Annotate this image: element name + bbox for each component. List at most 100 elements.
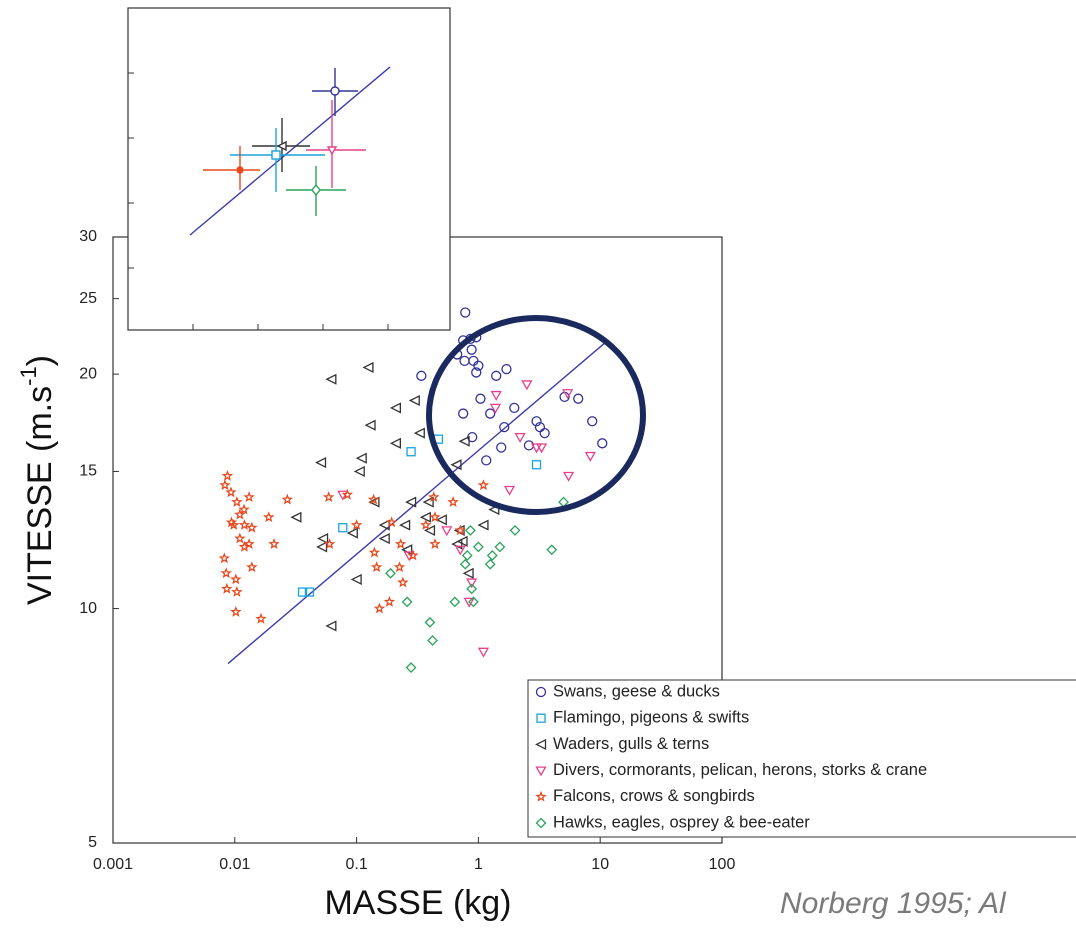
data-point	[231, 496, 243, 507]
legend-label: Waders, gulls & terns	[553, 735, 709, 753]
data-point	[383, 595, 396, 607]
data-point	[562, 471, 575, 482]
data-point	[281, 493, 294, 505]
data-point	[325, 373, 337, 385]
data-point	[484, 558, 496, 570]
data-point	[429, 538, 441, 549]
y-axis-label: VITESSE (m.s-1)	[16, 355, 59, 605]
data-point	[459, 355, 470, 367]
data-point	[509, 524, 521, 536]
data-point	[406, 447, 416, 457]
data-point	[531, 416, 542, 427]
x-tick-label: 0.01	[219, 856, 250, 873]
data-point	[475, 393, 486, 404]
data-point	[481, 455, 492, 466]
legend-label: Flamingo, pigeons & swifts	[553, 709, 749, 727]
y-axis-label-sup: -1	[16, 366, 41, 386]
data-point	[405, 662, 417, 673]
data-point	[378, 533, 390, 545]
data-point	[462, 567, 474, 579]
data-point	[496, 442, 507, 453]
data-point	[468, 355, 479, 367]
data-point	[263, 511, 275, 523]
data-point	[394, 538, 407, 549]
data-point	[408, 394, 420, 407]
data-point	[230, 605, 242, 617]
data-point	[368, 546, 381, 558]
data-point	[304, 587, 315, 597]
data-point	[509, 402, 520, 414]
data-point	[429, 511, 441, 523]
data-point	[221, 582, 233, 594]
data-point	[456, 535, 468, 547]
data-point	[246, 561, 258, 573]
data-point	[255, 612, 267, 624]
source-citation: Norberg 1995; Al	[780, 887, 1007, 920]
data-point	[454, 545, 466, 556]
data-point	[234, 532, 246, 544]
x-tick-label: 10	[591, 856, 609, 873]
legend: Swans, geese & ducks Flamingo, pigeons & …	[535, 682, 927, 831]
x-tick-label: 0.1	[345, 856, 367, 873]
data-point	[389, 402, 401, 414]
data-point	[521, 380, 533, 391]
highlight-ellipse	[426, 315, 646, 515]
data-point	[450, 459, 462, 471]
data-point	[530, 443, 543, 454]
y-tick-label: 20	[79, 365, 97, 382]
data-point	[315, 456, 327, 469]
data-point	[477, 519, 489, 531]
data-point	[494, 541, 506, 553]
data-point	[584, 451, 596, 462]
data-point	[472, 541, 484, 553]
data-point	[405, 496, 417, 508]
data-point	[238, 519, 251, 530]
data-point	[230, 573, 242, 585]
data-point	[243, 491, 255, 503]
data-point	[341, 488, 354, 500]
data-point	[350, 519, 363, 530]
y-axis-label-text: VITESSE (m.s	[21, 386, 59, 605]
data-point	[428, 491, 440, 503]
data-point	[539, 427, 550, 439]
data-point	[268, 538, 280, 549]
data-point	[316, 541, 328, 553]
data-point	[466, 344, 477, 355]
data-point	[463, 597, 475, 608]
data-point	[499, 421, 510, 433]
data-point	[362, 361, 374, 373]
data-point	[471, 367, 482, 378]
legend-marker	[536, 713, 546, 723]
data-point	[413, 427, 425, 439]
data-point	[423, 524, 436, 536]
data-point	[231, 586, 243, 597]
y-tick-label: 15	[79, 463, 97, 480]
legend-marker	[535, 766, 547, 777]
y-tick-label: 10	[79, 600, 97, 617]
data-point	[546, 544, 558, 556]
data-point	[338, 523, 348, 533]
data-point	[385, 567, 396, 579]
legend-label: Hawks, eagles, osprey & bee-eater	[553, 813, 810, 831]
x-tick-label: 100	[709, 856, 736, 873]
data-point	[367, 493, 380, 505]
data-point	[454, 524, 466, 536]
data-point	[561, 389, 574, 400]
data-point	[393, 561, 406, 573]
data-point	[458, 408, 469, 419]
data-point	[514, 433, 526, 443]
data-point	[490, 390, 502, 401]
data-point	[420, 519, 432, 530]
legend-marker	[535, 738, 547, 750]
x-axis-label: MASSE (kg)	[324, 884, 511, 922]
data-point	[465, 524, 476, 536]
data-point	[441, 526, 453, 537]
data-point	[503, 485, 516, 496]
data-point	[370, 561, 383, 573]
data-point	[531, 460, 542, 470]
legend-marker	[535, 790, 547, 802]
y-tick-label: 25	[79, 290, 97, 307]
data-point	[325, 620, 337, 632]
data-point	[467, 596, 479, 608]
data-point	[427, 635, 438, 646]
